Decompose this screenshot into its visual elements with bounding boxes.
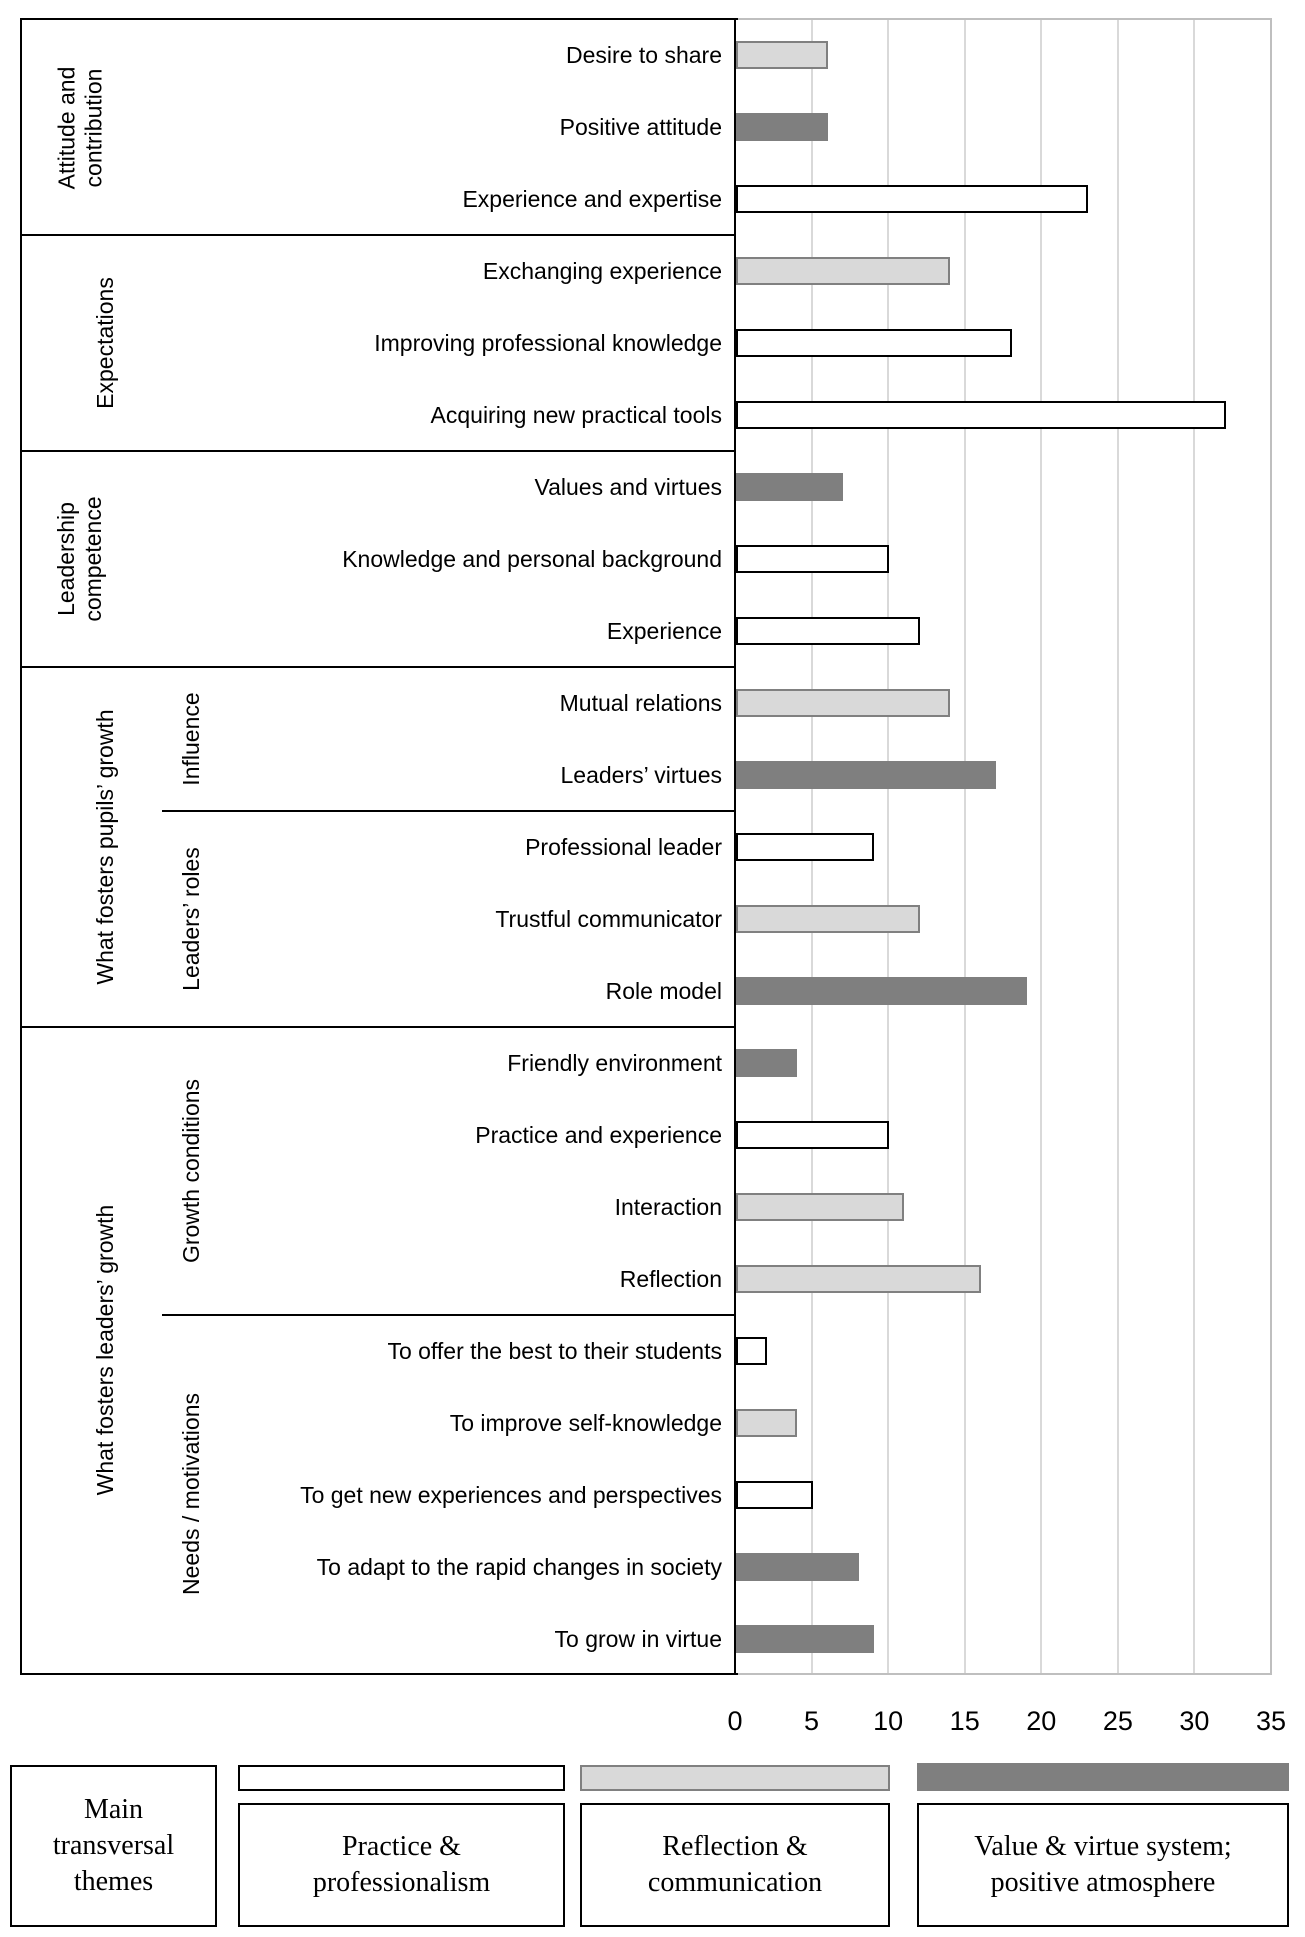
bar-label: Experience and expertise <box>462 186 722 212</box>
bar-value <box>736 1049 798 1077</box>
x-tick-label: 15 <box>949 1706 980 1736</box>
bar-label: Friendly environment <box>507 1050 722 1076</box>
group-separator <box>20 450 736 452</box>
legend-main-box-label: Main transversal themes <box>52 1794 175 1897</box>
table-bottom-border <box>20 1673 738 1675</box>
bar-label: To offer the best to their students <box>387 1338 722 1364</box>
bar-value <box>736 761 997 789</box>
x-tick-label: 30 <box>1179 1706 1210 1736</box>
plot-bottom-border <box>738 1673 1272 1675</box>
bar-label: To get new experiences and perspectives <box>300 1482 722 1508</box>
bar-label: Interaction <box>614 1194 722 1220</box>
x-tick-label: 0 <box>727 1706 743 1736</box>
legend-swatch-reflection <box>580 1765 890 1791</box>
bar-label: Values and virtues <box>534 474 722 500</box>
bar-reflection <box>736 257 951 285</box>
bar-practice <box>736 1121 890 1149</box>
x-tick-label: 10 <box>873 1706 904 1736</box>
x-tick-label: 25 <box>1102 1706 1133 1736</box>
plot-right-border <box>1270 18 1272 1675</box>
bar-reflection <box>736 905 920 933</box>
bar-label: Improving professional knowledge <box>374 330 722 356</box>
legend-label-reflection: Reflection & communication <box>647 1831 823 1898</box>
subgroup-separator <box>162 1314 736 1316</box>
bar-reflection <box>736 1193 905 1221</box>
subgroup-label: Leaders’ roles <box>177 847 204 991</box>
x-tick-label: 5 <box>804 1706 820 1736</box>
plot-top-border <box>738 18 1272 20</box>
bar-practice <box>736 617 920 645</box>
group-label: What fosters leaders’ growth <box>91 1204 118 1496</box>
bar-practice <box>736 1337 767 1365</box>
gridline <box>1193 18 1196 1675</box>
bar-reflection <box>736 689 951 717</box>
subgroup-label: Influence <box>177 692 204 786</box>
bar-label: Experience <box>606 618 722 644</box>
group-label: Attitude and contribution <box>53 66 106 189</box>
bar-value <box>736 473 844 501</box>
bar-label: Reflection <box>619 1266 722 1292</box>
bar-practice <box>736 1481 813 1509</box>
bar-reflection <box>736 1265 982 1293</box>
bar-practice <box>736 833 874 861</box>
bar-value <box>736 1625 874 1653</box>
bar-label: To improve self-knowledge <box>449 1410 722 1436</box>
bar-label: Professional leader <box>525 834 722 860</box>
bar-label: Trustful communicator <box>495 906 722 932</box>
subgroup-label: Needs / motivations <box>177 1393 204 1595</box>
legend-swatch-value <box>917 1763 1289 1791</box>
group-label: Expectations <box>91 277 118 409</box>
bar-label: Role model <box>605 978 722 1004</box>
bar-reflection <box>736 1409 798 1437</box>
subgroup-label: Growth conditions <box>177 1078 204 1264</box>
bar-practice <box>736 185 1089 213</box>
group-label: Leadership competence <box>53 496 106 622</box>
x-tick-label: 20 <box>1026 1706 1057 1736</box>
legend-label-value: Value & virtue system; positive atmosphe… <box>974 1831 1232 1898</box>
bar-label: Positive attitude <box>559 114 722 140</box>
bar-label: Knowledge and personal background <box>342 546 722 572</box>
bar-value <box>736 1553 859 1581</box>
subgroup-separator <box>162 810 736 812</box>
legend-swatch-practice <box>238 1765 565 1791</box>
y-axis-line <box>734 18 736 1675</box>
legend-box-practice: Practice & professionalism <box>238 1803 565 1927</box>
group-separator <box>20 1026 736 1028</box>
gridline <box>963 18 966 1675</box>
bar-label: To adapt to the rapid changes in society <box>316 1554 722 1580</box>
table-top-border <box>20 18 738 20</box>
bar-label: Leaders’ virtues <box>560 762 722 788</box>
legend-box-reflection: Reflection & communication <box>580 1803 890 1927</box>
gridline <box>1040 18 1043 1675</box>
chart-region: Desire to share Positive attitude Experien… <box>20 18 1272 1675</box>
bar-label: Mutual relations <box>559 690 722 716</box>
bar-value <box>736 977 1027 1005</box>
bar-label: To grow in virtue <box>554 1626 722 1652</box>
legend-main-box: Main transversal themes <box>10 1765 217 1927</box>
x-tick-label: 35 <box>1255 1706 1287 1736</box>
bar-value <box>736 113 828 141</box>
bar-label: Exchanging experience <box>482 258 722 284</box>
group-separator <box>20 666 736 668</box>
table-left-border <box>20 18 22 1675</box>
bar-label: Desire to share <box>566 42 722 68</box>
gridline <box>887 18 890 1675</box>
legend-box-value: Value & virtue system; positive atmosphe… <box>917 1803 1289 1927</box>
legend-label-practice: Practice & professionalism <box>312 1831 491 1898</box>
bar-practice <box>736 401 1227 429</box>
bar-label: Acquiring new practical tools <box>430 402 722 428</box>
bar-label: Practice and experience <box>475 1122 722 1148</box>
group-label: What fosters pupils’ growth <box>91 709 118 985</box>
group-separator <box>20 234 736 236</box>
gridline <box>1116 18 1119 1675</box>
bar-practice <box>736 329 1012 357</box>
bar-practice <box>736 545 890 573</box>
bar-reflection <box>736 41 828 69</box>
